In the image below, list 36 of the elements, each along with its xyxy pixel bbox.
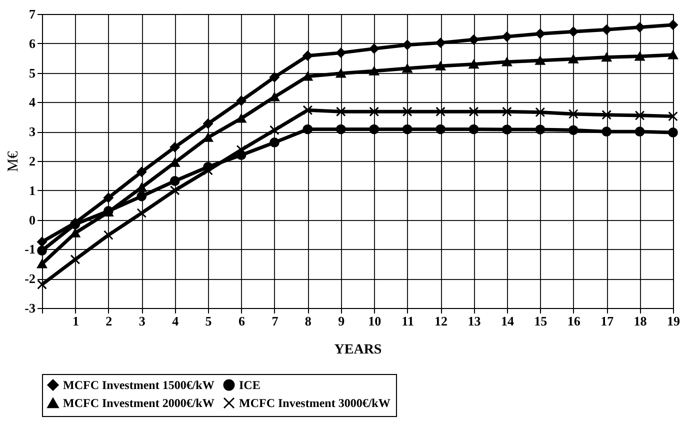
y-tick-label: 3 — [29, 124, 36, 140]
y-tick-label: -2 — [24, 271, 36, 286]
x-tick-label: 16 — [567, 314, 581, 328]
y-tick-label: 0 — [29, 212, 36, 228]
x-tick-label: 3 — [138, 314, 146, 328]
x-tick-label: 1 — [72, 314, 79, 328]
x-tick-label: 14 — [500, 314, 514, 328]
x-tick-label: 13 — [468, 314, 482, 328]
y-tick-label: -1 — [24, 242, 36, 257]
x-tick-label: 15 — [534, 314, 548, 328]
x-tick-label: 17 — [600, 314, 614, 328]
x-tick-label: 19 — [667, 314, 680, 328]
x-tick-label: 11 — [402, 314, 414, 328]
y-tick-label: 6 — [29, 36, 36, 51]
legend-label: MCFC Investment 1500€/kW — [63, 378, 214, 392]
y-tick-label: 1 — [29, 182, 36, 198]
x-tick-label: 9 — [338, 314, 346, 328]
legend-label: MCFC Investment 2000€/kW — [63, 396, 214, 410]
x-tick-label: 2 — [106, 314, 112, 328]
x-tick-label: 5 — [205, 314, 212, 328]
y-tick-label: 5 — [29, 65, 36, 80]
y-tick-label: 7 — [29, 6, 36, 22]
x-tick-label: 8 — [304, 314, 312, 328]
y-tick-label: -3 — [24, 300, 36, 316]
x-tick-label: 18 — [634, 314, 648, 328]
x-tick-label: 4 — [172, 314, 180, 328]
x-tick-label: 6 — [238, 314, 246, 328]
y-axis-title: M€ — [6, 150, 22, 172]
x-tick-label: 12 — [434, 314, 448, 328]
y-tick-label: 2 — [29, 154, 36, 168]
x-tick-label: 10 — [368, 314, 382, 328]
y-tick-label: 4 — [29, 94, 36, 110]
x-tick-label: 7 — [272, 314, 279, 328]
legend-label: MCFC Investment 3000€/kW — [239, 396, 390, 410]
x-axis-title: YEARS — [334, 342, 382, 358]
legend-label: ICE — [239, 378, 260, 392]
